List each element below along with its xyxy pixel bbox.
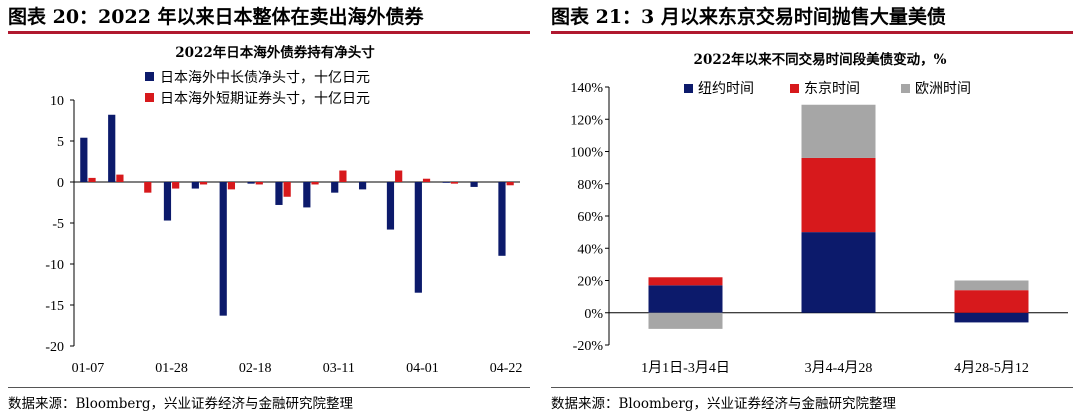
right-y-tick-label: 100% xyxy=(570,146,603,161)
left-y-tick-label: -10 xyxy=(45,258,64,273)
bar-mid-long-bond-04-15 xyxy=(470,182,478,187)
right-legend-label: 纽约时间 xyxy=(698,81,754,97)
left-header-rule xyxy=(8,31,530,34)
bar-mid-long-bond-03-18 xyxy=(358,182,367,190)
bar-short-term-02-18 xyxy=(255,182,263,185)
bar-mid-long-bond-02-25 xyxy=(275,182,283,205)
bar-mid-long-bond-04-22 xyxy=(498,182,506,256)
left-x-tick-label: 01-07 xyxy=(72,361,105,376)
bar-mid-long-bond-04-08 xyxy=(442,182,450,183)
right-source-note: 数据来源：Bloomberg，兴业证券经济与金融研究院整理 xyxy=(551,396,897,412)
right-y-tick-label: 140% xyxy=(570,81,603,96)
left-bar-chart: 2022年日本海外债券持有净头寸 日本海外中长债净头寸，十亿日元日本海外短期证券… xyxy=(45,44,522,376)
left-y-tick-label: 10 xyxy=(50,94,64,109)
bar-mid-long-bond-04-01 xyxy=(414,182,422,293)
right-y-tick-label: -20% xyxy=(573,339,604,354)
bar-纽约时间-4月28-5月12 xyxy=(954,312,1029,323)
bar-mid-long-bond-02-11 xyxy=(219,182,227,316)
right-y-tick-label: 0% xyxy=(584,307,603,322)
left-x-tick-label: 04-22 xyxy=(490,361,523,376)
left-figure-header: 图表 20：2022 年以来日本整体在卖出海外债券 xyxy=(8,6,424,28)
left-y-tick-label: 5 xyxy=(57,135,64,150)
bar-short-term-03-04 xyxy=(311,182,319,185)
right-y-tick-label: 80% xyxy=(577,178,603,193)
left-source-note: 数据来源：Bloomberg，兴业证券经济与金融研究院整理 xyxy=(8,396,354,412)
left-legend-label: 日本海外中长债净头寸，十亿日元 xyxy=(160,70,370,86)
bar-东京时间-4月28-5月12 xyxy=(954,290,1029,313)
right-x-tick-label: 3月4-4月28 xyxy=(805,360,873,376)
left-chart-title: 2022年日本海外债券持有净头寸 xyxy=(175,44,375,61)
left-x-tick-label: 03-11 xyxy=(323,361,355,376)
bar-mid-long-bond-01-07 xyxy=(80,137,88,182)
right-legend-swatch xyxy=(901,84,910,93)
bar-欧洲时间-4月28-5月12 xyxy=(954,280,1029,291)
bar-short-term-02-25 xyxy=(283,182,291,197)
right-header-rule xyxy=(551,31,1073,34)
left-legend-label: 日本海外短期证券头寸，十亿日元 xyxy=(160,91,370,107)
right-x-tick-label: 1月1日-3月4日 xyxy=(641,360,730,376)
bar-short-term-01-28 xyxy=(172,182,180,189)
bar-short-term-02-11 xyxy=(227,182,236,190)
right-legend-swatch xyxy=(790,84,799,93)
right-legend-swatch xyxy=(684,84,693,93)
bar-东京时间-3月4-4月28 xyxy=(801,157,876,233)
left-y-tick-label: -5 xyxy=(52,217,64,232)
bar-short-term-04-01 xyxy=(422,178,431,182)
bar-mid-long-bond-02-18 xyxy=(247,182,255,184)
right-legend-label: 欧洲时间 xyxy=(915,81,971,97)
bar-short-term-01-07 xyxy=(88,177,96,182)
left-y-tick-label: -20 xyxy=(45,340,64,355)
bar-mid-long-bond-03-04 xyxy=(303,182,311,208)
right-chart-title: 2022年以来不同交易时间段美债变动，% xyxy=(694,51,947,68)
bar-short-term-02-04 xyxy=(199,182,208,185)
right-stacked-bar-chart: 2022年以来不同交易时间段美债变动，% 纽约时间 东京时间 欧洲时间 140% 12… xyxy=(570,51,1068,376)
right-legend-label: 东京时间 xyxy=(804,81,860,97)
bar-short-term-01-21 xyxy=(144,182,152,193)
right-plot-area: 140% 120% 100% 80% 60% 40% 20% 0% -20% 1月1日-3月4日 3… xyxy=(570,81,1068,376)
bar-short-term-01-14 xyxy=(116,174,124,182)
right-y-tick-label: 120% xyxy=(570,113,603,128)
bar-mid-long-bond-02-04 xyxy=(191,182,199,189)
bar-mid-long-bond-01-14 xyxy=(108,114,116,182)
left-legend-swatch xyxy=(145,72,154,81)
right-y-tick-label: 20% xyxy=(577,275,603,290)
bar-short-term-04-22 xyxy=(506,182,514,186)
left-x-tick-label: 02-18 xyxy=(239,361,272,376)
bar-东京时间-1月1日-3月4日 xyxy=(648,277,723,286)
left-legend-swatch xyxy=(145,93,154,102)
bar-纽约时间-1月1日-3月4日 xyxy=(648,285,723,313)
bar-欧洲时间-1月1日-3月4日 xyxy=(648,312,723,329)
bar-mid-long-bond-03-25 xyxy=(386,182,395,230)
right-y-tick-label: 40% xyxy=(577,242,603,257)
left-x-tick-label: 01-28 xyxy=(155,361,188,376)
left-source-rule xyxy=(8,387,530,388)
left-x-tick-label: 04-01 xyxy=(406,361,439,376)
left-plot-area: 10 5 0 -5 -10 -15 -20 01-07 01-28 02-18 03-11 04-01… xyxy=(45,94,522,376)
right-source-rule xyxy=(551,387,1073,388)
bar-short-term-04-08 xyxy=(450,182,459,184)
right-legend: 纽约时间 东京时间 欧洲时间 xyxy=(684,81,971,97)
bar-short-term-03-11 xyxy=(339,170,347,182)
right-x-tick-label: 4月28-5月12 xyxy=(954,360,1029,376)
right-figure-header: 图表 21：3 月以来东京交易时间抛售大量美债 xyxy=(551,6,946,28)
bar-纽约时间-3月4-4月28 xyxy=(801,232,876,313)
bar-mid-long-bond-03-11 xyxy=(331,182,339,193)
bar-short-term-03-25 xyxy=(395,170,403,182)
bar-欧洲时间-3月4-4月28 xyxy=(801,104,876,158)
right-y-tick-label: 60% xyxy=(577,210,603,225)
left-y-tick-label: -15 xyxy=(45,299,64,314)
left-y-tick-label: 0 xyxy=(57,176,64,191)
bar-mid-long-bond-01-28 xyxy=(163,182,172,221)
